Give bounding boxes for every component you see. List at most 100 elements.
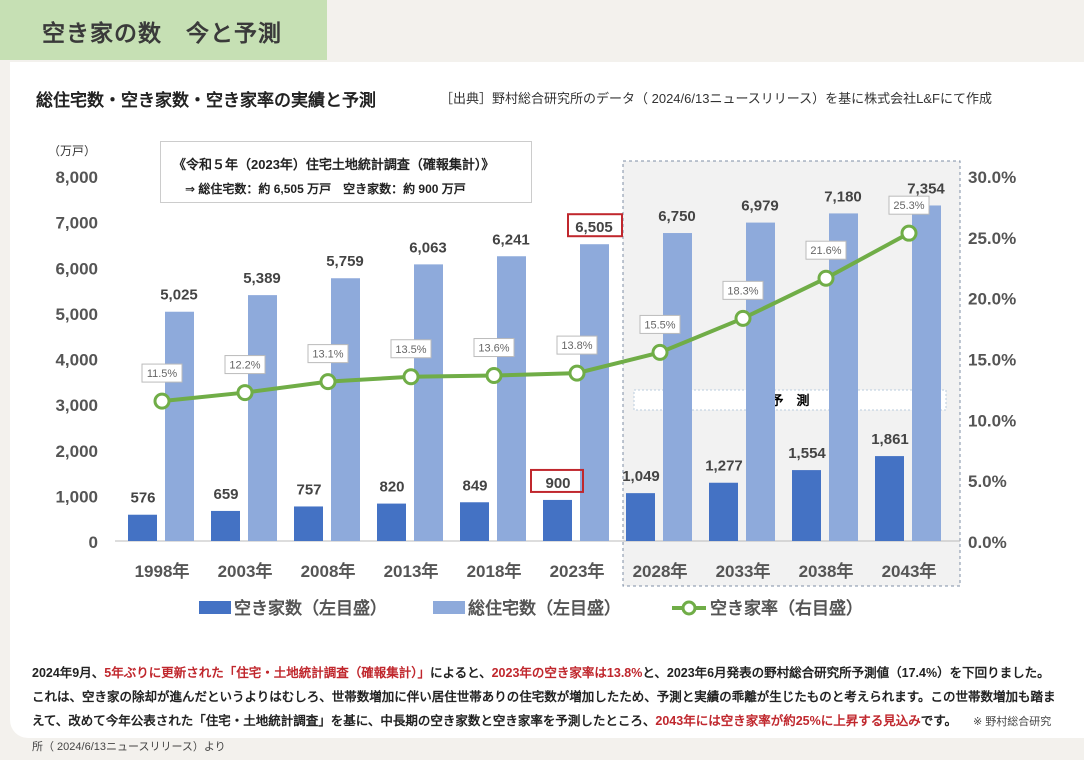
data-label-total: 6,979 <box>741 198 779 215</box>
chart-source: ［出典］野村総合研究所のデータ（ 2024/6/13ニュースリリース）を基に株式… <box>440 91 992 106</box>
rate-label-box <box>639 314 681 334</box>
data-label-rate: 13.5% <box>395 344 426 356</box>
line-vacancy-rate <box>161 231 910 404</box>
bar-vacant <box>377 503 406 541</box>
left-tick-label: 5,000 <box>55 305 98 324</box>
legend-swatch-vacant <box>199 601 231 614</box>
x-tick-label: 2003年 <box>218 561 273 581</box>
right-tick-label: 30.0% <box>968 168 1016 187</box>
chart: 予 測 （万戸） 0 1,000 2,000 3,000 4,000 5,000 6,000 7,… <box>48 144 1016 618</box>
right-tick-label: 10.0% <box>968 411 1016 430</box>
unit-label: （万戸） <box>48 144 96 158</box>
legend-swatch-total <box>433 601 465 614</box>
data-label-vacant: 1,554 <box>788 445 826 462</box>
data-label-total: 5,389 <box>243 270 281 287</box>
text-highlight: 5年ぶりに更新された「住宅・土地統計調査（確報集計）」 <box>104 666 430 680</box>
data-label-vacant: 820 <box>379 479 404 496</box>
data-label-vacant: 1,049 <box>622 468 660 485</box>
data-label-total: 6,505 <box>575 219 613 236</box>
chart-title: 総住宅数・空き家数・空き家率の実績と予測 <box>36 91 376 110</box>
legend-label-vacant: 空き家数（左目盛） <box>234 598 387 618</box>
highlight-box <box>567 213 623 238</box>
bar-vacant <box>211 510 240 541</box>
point-vacancy-rate <box>485 367 503 385</box>
bar-total <box>663 233 692 541</box>
right-tick-label: 25.0% <box>968 229 1016 248</box>
bar-total <box>746 222 775 541</box>
data-label-rate: 15.5% <box>644 319 675 331</box>
point-vacancy-rate <box>236 384 254 402</box>
x-tick-label: 2008年 <box>301 561 356 581</box>
text: によると、 <box>429 666 492 680</box>
data-label-vacant: 900 <box>545 475 570 492</box>
rate-label-box <box>224 355 266 375</box>
point-vacancy-rate <box>817 269 835 287</box>
bar-total <box>912 205 941 541</box>
rate-label-box <box>141 363 183 383</box>
rate-label-box <box>805 240 847 260</box>
right-tick-label: 15.0% <box>968 351 1016 370</box>
bar-vacant <box>626 493 655 541</box>
left-tick-label: 0 <box>89 533 98 552</box>
bar-total <box>248 295 277 541</box>
data-label-rate: 13.8% <box>561 340 592 352</box>
left-tick-label: 1,000 <box>55 487 98 506</box>
bar-vacant <box>875 456 904 541</box>
section-header: 空き家の数 今と予測 <box>0 0 327 60</box>
bar-total <box>331 278 360 541</box>
data-label-rate: 11.5% <box>147 368 178 380</box>
x-tick-label: 2013年 <box>384 561 439 581</box>
bar-total <box>165 311 194 541</box>
left-tick-label: 3,000 <box>55 396 98 415</box>
survey-note: 《令和５年（2023年）住宅土地統計調査（確報集計）》 ⇒ 総住宅数：約 6,5… <box>160 141 532 203</box>
forecast-label-box <box>633 389 947 411</box>
data-label-total: 7,180 <box>824 188 862 205</box>
data-label-rate: 18.3% <box>727 285 758 297</box>
rate-label-box <box>556 335 598 355</box>
x-tick-label: 2043年 <box>882 561 937 581</box>
data-label-vacant: 849 <box>462 477 487 494</box>
data-label-total: 7,354 <box>907 180 945 197</box>
bar-total <box>497 256 526 541</box>
data-label-total: 6,063 <box>409 239 447 256</box>
rate-label-box <box>473 338 515 358</box>
data-label-rate: 13.1% <box>312 349 343 361</box>
rate-label-box <box>888 195 930 215</box>
bar-vacant <box>294 506 323 541</box>
legend-swatch-rate-marker <box>681 600 697 616</box>
right-tick-label: 5.0% <box>968 472 1007 491</box>
point-vacancy-rate <box>568 364 586 382</box>
x-tick-label: 2038年 <box>799 561 854 581</box>
point-vacancy-rate <box>651 343 669 361</box>
rate-label-box <box>722 280 764 300</box>
note-line1: 《令和５年（2023年）住宅土地統計調査（確報集計）》 <box>173 157 495 172</box>
description: 2024年9月、5年ぶりに更新された「住宅・土地統計調査（確報集計）」によると、… <box>32 661 1062 759</box>
x-tick-label: 2028年 <box>633 561 688 581</box>
text-highlight: 2043年には空き家率が約25%に上昇する見込み <box>655 714 921 728</box>
right-tick-label: 20.0% <box>968 290 1016 309</box>
forecast-label: 予 測 <box>770 393 809 408</box>
bar-vacant <box>460 502 489 541</box>
x-tick-label: 2023年 <box>550 561 605 581</box>
legend-label-total: 総住宅数（左目盛） <box>468 598 621 618</box>
point-vacancy-rate <box>734 309 752 327</box>
data-label-total: 6,750 <box>658 208 696 225</box>
point-vacancy-rate <box>900 224 918 242</box>
note-line2: ⇒ 総住宅数：約 6,505 万戸 空き家数：約 900 万戸 <box>185 182 466 196</box>
left-tick-label: 8,000 <box>55 168 98 187</box>
data-label-total: 5,759 <box>326 253 364 270</box>
data-label-vacant: 576 <box>130 490 155 507</box>
data-label-vacant: 659 <box>213 486 238 503</box>
bar-vacant <box>709 482 738 541</box>
text: です。 <box>920 714 957 728</box>
x-tick-label: 1998年 <box>135 561 190 581</box>
data-label-total: 5,025 <box>160 287 198 304</box>
bar-vacant <box>128 514 157 541</box>
data-label-vacant: 1,277 <box>705 458 743 475</box>
bar-total <box>414 264 443 541</box>
section-title: 空き家の数 今と予測 <box>42 20 282 46</box>
bar-vacant <box>792 470 821 541</box>
left-tick-label: 4,000 <box>55 351 98 370</box>
left-tick-label: 6,000 <box>55 259 98 278</box>
data-label-rate: 25.3% <box>893 200 924 212</box>
